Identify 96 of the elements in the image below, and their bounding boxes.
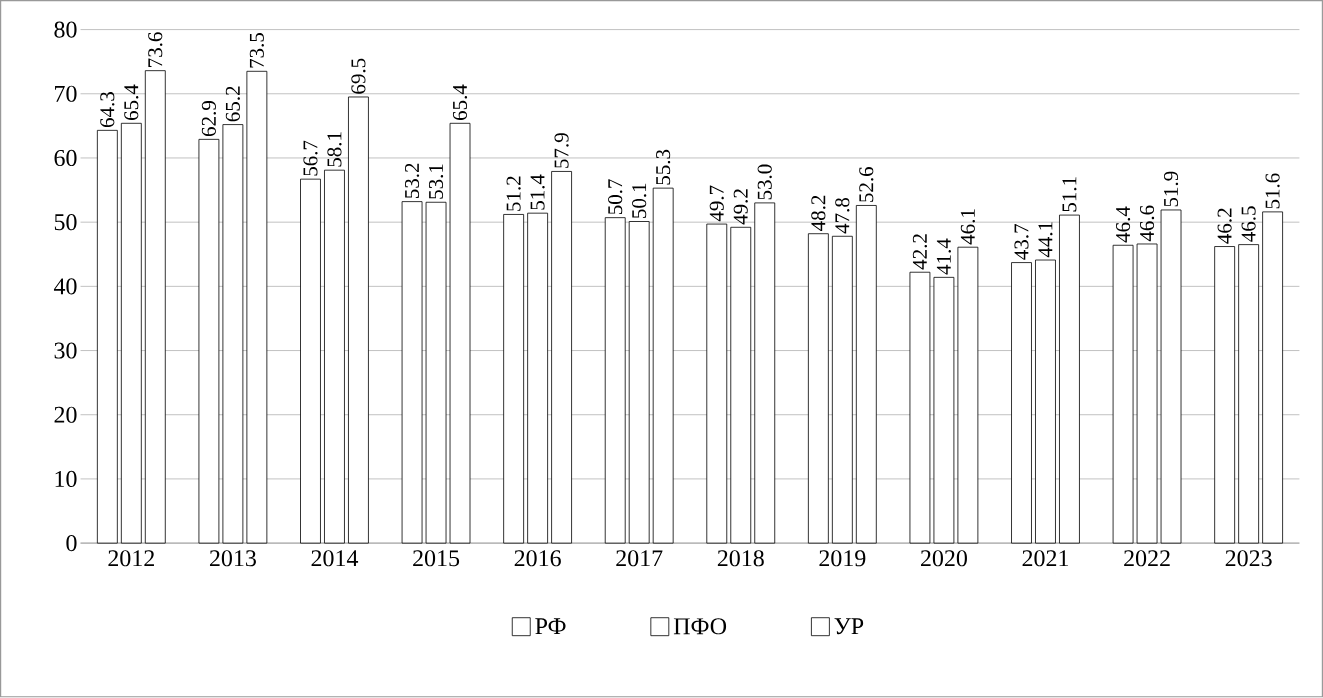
x-tick-label: 2022 — [1124, 550, 1170, 567]
data-label: 46.2 — [1217, 208, 1232, 244]
x-tick-label: 2023 — [1225, 550, 1272, 567]
data-label: 53.1 — [428, 164, 444, 199]
bar — [628, 221, 650, 544]
data-label: 65.4 — [124, 84, 139, 121]
bar — [1011, 262, 1032, 544]
data-label: 42.2 — [912, 234, 928, 270]
x-tick-label: 2012 — [108, 550, 154, 567]
y-tick-label: 10 — [55, 471, 77, 488]
data-label: 73.6 — [148, 32, 163, 68]
y-tick-label: 80 — [54, 21, 77, 38]
y-tick-label: 20 — [54, 406, 77, 424]
data-label: 65.2 — [225, 86, 240, 122]
bar — [1035, 259, 1056, 544]
data-label: 52.6 — [859, 167, 874, 203]
bar — [348, 96, 369, 544]
bar — [807, 233, 829, 544]
bar — [222, 124, 244, 544]
bar — [706, 223, 728, 544]
data-label: 47.8 — [835, 198, 850, 234]
legend-label: ПФО — [673, 618, 727, 635]
legend-label: УР — [834, 618, 864, 635]
data-label: 53.2 — [404, 163, 420, 199]
bar — [198, 139, 220, 544]
data-label: 51.9 — [1163, 171, 1179, 207]
y-tick-label: 0 — [66, 535, 77, 552]
data-label: 41.4 — [936, 238, 951, 275]
bar — [96, 130, 118, 544]
bar — [1262, 211, 1283, 544]
bar — [957, 247, 979, 544]
bar — [246, 71, 268, 544]
bar — [831, 236, 853, 544]
data-label: 46.6 — [1139, 205, 1155, 242]
bar — [754, 202, 776, 544]
data-label: 53.0 — [757, 164, 772, 200]
x-tick-label: 2015 — [413, 550, 460, 567]
y-tick-label: 60 — [54, 150, 77, 167]
data-label: 46.5 — [1241, 206, 1256, 243]
data-label: 57.9 — [554, 133, 569, 169]
bar — [730, 227, 752, 544]
y-tick-label: 30 — [54, 342, 77, 359]
data-label: 69.5 — [351, 58, 366, 94]
data-label: 46.1 — [960, 209, 975, 245]
bar — [652, 187, 674, 544]
x-tick-label: 2017 — [616, 550, 663, 567]
data-label: 51.6 — [1265, 173, 1280, 209]
data-label: 49.2 — [733, 189, 748, 225]
y-tick-label: 50 — [54, 214, 77, 231]
bar — [527, 212, 549, 544]
data-label: 51.4 — [530, 174, 545, 210]
data-label: 51.1 — [1062, 177, 1077, 212]
data-label: 46.4 — [1116, 206, 1131, 243]
x-tick-label: 2014 — [311, 550, 359, 567]
bar — [1112, 245, 1134, 544]
x-tick-label: 2021 — [1022, 550, 1069, 567]
legend-label: РФ — [535, 618, 566, 635]
bar — [604, 217, 626, 544]
data-label: 48.2 — [811, 195, 826, 232]
bar — [933, 277, 955, 544]
data-label: 56.7 — [303, 140, 318, 176]
bar — [324, 169, 345, 544]
x-tick-label: 2019 — [819, 550, 866, 567]
x-tick-label: 2018 — [717, 550, 764, 567]
x-tick-label: 2013 — [209, 550, 256, 567]
y-tick-label: 40 — [53, 278, 77, 295]
data-label: 62.9 — [201, 101, 216, 137]
y-tick-label: 70 — [55, 85, 77, 103]
bar — [1160, 209, 1182, 544]
bar — [1136, 243, 1158, 544]
bar — [909, 272, 931, 544]
bar — [551, 171, 572, 544]
data-label: 65.4 — [452, 84, 468, 121]
bar — [855, 205, 877, 544]
bar — [401, 201, 423, 544]
data-label: 43.7 — [1014, 224, 1029, 261]
bar — [449, 123, 471, 544]
data-label: 58.1 — [327, 132, 342, 167]
x-tick-label: 2016 — [514, 550, 561, 567]
data-label: 44.1 — [1038, 222, 1053, 258]
data-label: 55.3 — [656, 150, 671, 185]
data-label: 51.2 — [506, 176, 521, 212]
bar — [503, 214, 525, 544]
data-label: 50.7 — [608, 179, 623, 215]
data-label: 50.1 — [632, 183, 647, 219]
x-tick-label: 2020 — [921, 550, 967, 567]
bar — [1214, 246, 1236, 544]
data-label: 73.5 — [249, 33, 264, 68]
data-label: 64.3 — [100, 92, 115, 128]
bar — [1059, 214, 1080, 544]
bar — [1238, 244, 1260, 544]
bar — [300, 178, 321, 544]
bar — [120, 123, 142, 544]
bar — [144, 70, 166, 544]
bar — [425, 202, 447, 544]
data-label: 49.7 — [709, 185, 724, 222]
